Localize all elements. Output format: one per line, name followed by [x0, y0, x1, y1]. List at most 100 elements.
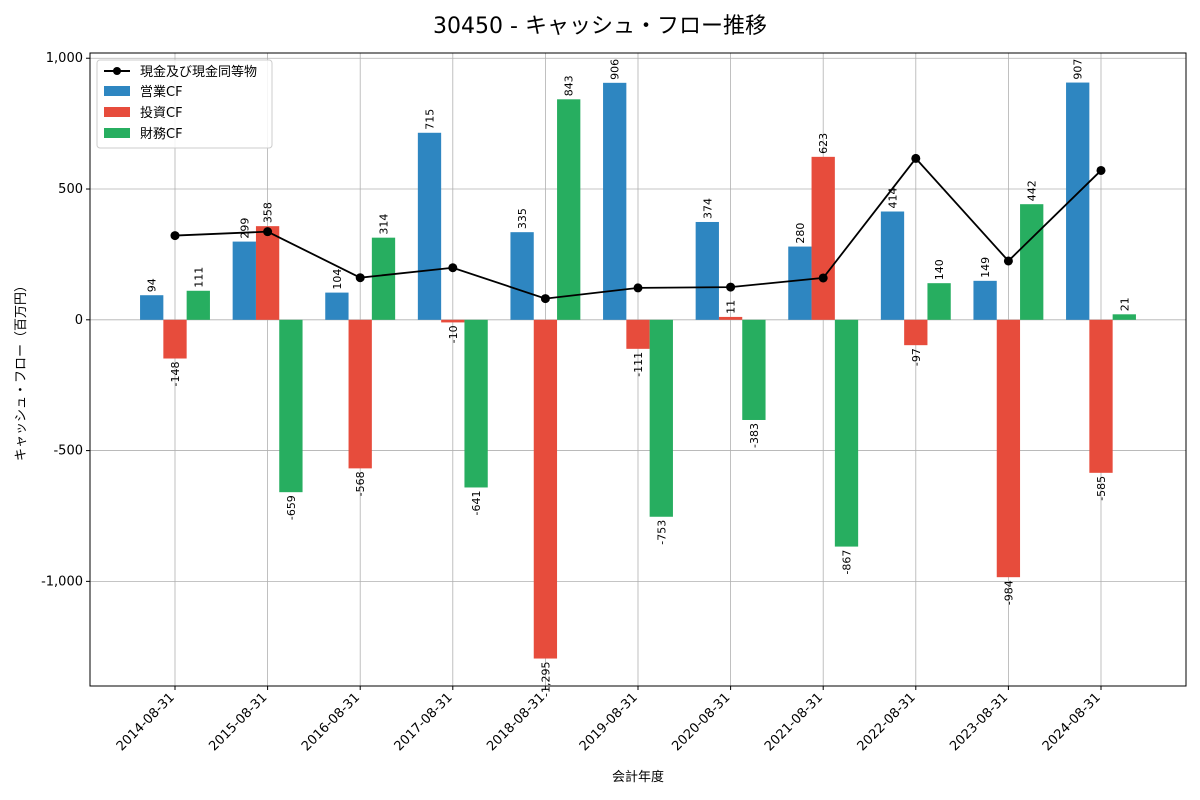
bar-data-label: 907 — [1072, 59, 1085, 80]
x-tick-label: 2024-08-31 — [1040, 690, 1104, 754]
bar-data-label: 906 — [609, 59, 622, 80]
y-tick-label: 0 — [75, 313, 83, 328]
bar — [718, 316, 743, 320]
bar — [417, 132, 442, 320]
bar — [973, 280, 997, 320]
bar — [186, 290, 210, 320]
bar-data-label: -984 — [1002, 580, 1015, 605]
bar-data-label: -867 — [841, 550, 854, 575]
bar-data-label: 414 — [887, 188, 900, 209]
bar — [742, 319, 766, 420]
data-labels: 94 299 104 715 335 906 374 280 414 149 907 -148 358 -… — [146, 59, 1132, 697]
bar-data-label: 358 — [262, 202, 275, 223]
bar-data-label: -97 — [910, 348, 923, 366]
bar-data-label: 140 — [933, 259, 946, 280]
x-axis: 2014-08-31 2015-08-31 2016-08-31 2017-08-31… — [114, 686, 1104, 754]
x-tick-label: 2015-08-31 — [206, 690, 270, 754]
bar-data-label: -568 — [354, 471, 367, 496]
bar-data-label: -148 — [169, 362, 182, 387]
bar — [788, 246, 812, 320]
y-tick-label: 1,000 — [46, 51, 83, 66]
bar-data-label: 715 — [424, 109, 437, 130]
bar — [279, 319, 303, 493]
bar — [232, 241, 256, 320]
cash-line-point — [448, 263, 458, 273]
bar — [325, 292, 349, 320]
bar — [695, 221, 719, 320]
bar — [255, 226, 280, 320]
cash-line-point — [540, 294, 550, 304]
bar — [811, 156, 835, 320]
bar-data-label: 314 — [378, 214, 391, 235]
bar — [996, 319, 1021, 578]
bar — [557, 99, 581, 320]
bar — [163, 319, 187, 359]
bar-data-label: 623 — [817, 133, 830, 154]
legend-swatch-investing — [104, 107, 130, 117]
bar-data-label: 21 — [1118, 297, 1131, 311]
bar — [927, 283, 951, 320]
bar-data-label: 111 — [192, 267, 205, 288]
y-tick-label: -500 — [53, 444, 83, 459]
bar — [348, 319, 372, 469]
x-tick-label: 2022-08-31 — [855, 690, 919, 754]
grid — [90, 53, 1186, 686]
cash-line-point — [355, 273, 365, 283]
x-tick-label: 2019-08-31 — [577, 690, 641, 754]
cash-line-point — [170, 231, 180, 241]
bar — [1066, 82, 1090, 320]
bar-data-label: 299 — [238, 218, 251, 239]
bar-data-label: -10 — [447, 325, 460, 343]
bar-data-label: -585 — [1095, 476, 1108, 501]
bar-data-label: 94 — [146, 278, 159, 292]
legend-label-cash: 現金及び現金同等物 — [140, 64, 257, 80]
legend-swatch-financing — [104, 128, 130, 138]
legend-label-operating: 営業CF — [140, 84, 183, 100]
chart-title: 30450 - キャッシュ・フロー推移 — [433, 14, 767, 39]
bar — [533, 319, 558, 659]
cash-line-point — [633, 283, 643, 293]
legend-swatch-operating — [104, 86, 130, 96]
bar-data-label: -111 — [632, 352, 645, 377]
bar-data-label: -1,295 — [539, 662, 552, 697]
bar-data-label: 374 — [701, 198, 714, 219]
bar-data-label: 335 — [516, 208, 529, 229]
bar-data-label: -641 — [470, 490, 483, 515]
x-tick-label: 2014-08-31 — [114, 690, 178, 754]
cash-line-point — [818, 273, 828, 283]
x-tick-label: 2018-08-31 — [484, 690, 548, 754]
legend-label-investing: 投資CF — [140, 105, 183, 121]
x-tick-label: 2016-08-31 — [299, 690, 363, 754]
x-tick-label: 2020-08-31 — [669, 690, 733, 754]
y-axis-label: キャッシュ・フロー（百万円） — [14, 279, 29, 461]
bars — [140, 82, 1136, 659]
bar-data-label: -383 — [748, 423, 761, 448]
cash-line-point — [726, 282, 736, 292]
bar-data-label: 11 — [725, 300, 738, 314]
bar — [603, 82, 627, 320]
legend-box — [96, 59, 273, 149]
bar — [441, 319, 465, 323]
y-axis: -1,000 -500 0 500 1,000 — [41, 51, 90, 589]
x-tick-label: 2021-08-31 — [762, 690, 826, 754]
cash-line-point — [911, 153, 921, 163]
cash-line-point — [1096, 165, 1106, 175]
bar — [834, 319, 859, 547]
bar — [1112, 314, 1136, 320]
legend-label-financing: 財務CF — [140, 127, 183, 142]
x-tick-label: 2017-08-31 — [392, 690, 456, 754]
cash-line-point — [263, 227, 273, 237]
bar-data-label: 843 — [563, 75, 576, 96]
legend-line-marker — [113, 67, 121, 75]
bar — [371, 237, 396, 320]
bar-data-label: 442 — [1026, 180, 1039, 201]
bar — [649, 319, 673, 517]
y-tick-label: 500 — [58, 182, 83, 197]
bar-data-label: 149 — [979, 257, 992, 278]
bar-data-label: 280 — [794, 223, 807, 244]
bar-data-label: -659 — [285, 495, 298, 520]
bar-data-label: -753 — [655, 520, 668, 545]
bar — [1020, 204, 1044, 320]
legend: 現金及び現金同等物 営業CF 投資CF 財務CF — [96, 59, 273, 149]
